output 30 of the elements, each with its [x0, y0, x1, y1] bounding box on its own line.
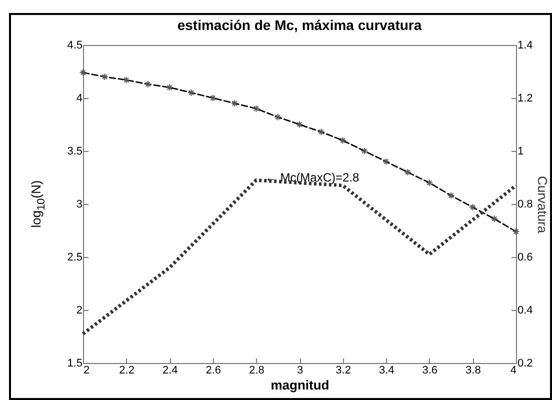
x-tick-label: 3.8: [466, 364, 481, 376]
y-tick-label: 1.5: [67, 358, 82, 370]
x-tick-label: 3.2: [336, 364, 351, 376]
line-series: [82, 72, 517, 232]
y-tick-label: 4: [76, 92, 82, 104]
y2-tick-label: 1.2: [518, 92, 533, 104]
x-tick-label: 2.8: [249, 364, 264, 376]
x-tick-label: 2.4: [162, 364, 178, 376]
x-tick-label: 2.6: [206, 364, 222, 376]
y2-tick-label: 0.4: [518, 304, 533, 316]
annotation: ← Mc(MaxC)=2.8: [264, 170, 360, 184]
chart-title: estimación de Mc, máxima curvatura: [177, 17, 422, 33]
x-tick-label: 3.4: [378, 364, 394, 376]
y2-tick-label: 0.6: [518, 252, 533, 264]
x-tick-label: 2: [84, 364, 90, 376]
y-tick-label: 2.5: [67, 252, 82, 264]
x-tick-label: 3.6: [422, 364, 438, 376]
x-tick-label: 4: [510, 364, 516, 376]
y-tick-label: 2: [76, 304, 82, 316]
y2-tick-label: 1: [518, 146, 524, 158]
x-tick-label: 3: [296, 364, 304, 376]
x-tick-label: 2.2: [119, 364, 134, 376]
y2-tick-label: 0.2: [518, 358, 533, 370]
y-tick-label: 3: [76, 198, 82, 210]
y2-axis-title: Curvatura: [534, 176, 550, 234]
y-tick-label: 3.5: [67, 146, 82, 158]
y2-tick-label: 0.8: [518, 198, 533, 210]
x-axis-title: magnitud: [270, 378, 330, 392]
y2-tick-label: 1.4: [518, 40, 533, 52]
y-tick-label: 4.5: [67, 40, 82, 52]
